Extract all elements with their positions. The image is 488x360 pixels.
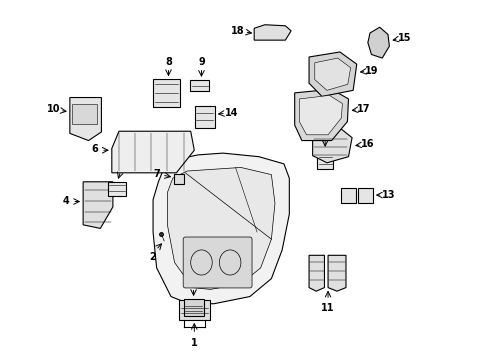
Polygon shape xyxy=(112,131,194,173)
Text: 4: 4 xyxy=(63,196,69,206)
Text: 12: 12 xyxy=(318,127,331,137)
Polygon shape xyxy=(153,153,289,304)
Text: 13: 13 xyxy=(382,190,395,200)
Text: 1: 1 xyxy=(190,338,197,348)
FancyBboxPatch shape xyxy=(195,106,214,129)
FancyBboxPatch shape xyxy=(317,150,332,169)
FancyBboxPatch shape xyxy=(340,188,355,203)
Polygon shape xyxy=(254,25,290,40)
Text: 17: 17 xyxy=(356,104,370,114)
Polygon shape xyxy=(308,52,356,96)
FancyBboxPatch shape xyxy=(179,300,209,320)
Text: 9: 9 xyxy=(198,57,204,67)
Text: 11: 11 xyxy=(321,303,334,314)
FancyBboxPatch shape xyxy=(72,104,97,124)
Polygon shape xyxy=(367,27,388,58)
FancyBboxPatch shape xyxy=(153,79,180,107)
FancyBboxPatch shape xyxy=(108,182,126,196)
Text: 2: 2 xyxy=(149,252,155,262)
Polygon shape xyxy=(312,129,351,163)
Text: 19: 19 xyxy=(365,66,378,76)
Text: 14: 14 xyxy=(224,108,238,118)
Text: 8: 8 xyxy=(164,57,172,67)
Text: 18: 18 xyxy=(231,26,244,36)
Text: 16: 16 xyxy=(360,139,373,149)
Polygon shape xyxy=(327,255,346,291)
Text: 15: 15 xyxy=(397,33,411,43)
Polygon shape xyxy=(314,58,350,90)
Text: 6: 6 xyxy=(91,144,98,154)
FancyBboxPatch shape xyxy=(190,80,208,91)
Text: 7: 7 xyxy=(153,169,160,179)
FancyBboxPatch shape xyxy=(183,237,251,288)
FancyBboxPatch shape xyxy=(174,174,184,184)
FancyBboxPatch shape xyxy=(183,299,203,316)
Polygon shape xyxy=(83,182,113,228)
FancyBboxPatch shape xyxy=(357,188,372,203)
Polygon shape xyxy=(294,89,348,140)
Text: 3: 3 xyxy=(190,276,197,287)
Text: 10: 10 xyxy=(47,104,61,114)
Polygon shape xyxy=(299,95,342,135)
Text: 5: 5 xyxy=(122,161,128,171)
Polygon shape xyxy=(70,98,101,140)
Polygon shape xyxy=(308,255,324,291)
Polygon shape xyxy=(167,167,274,289)
